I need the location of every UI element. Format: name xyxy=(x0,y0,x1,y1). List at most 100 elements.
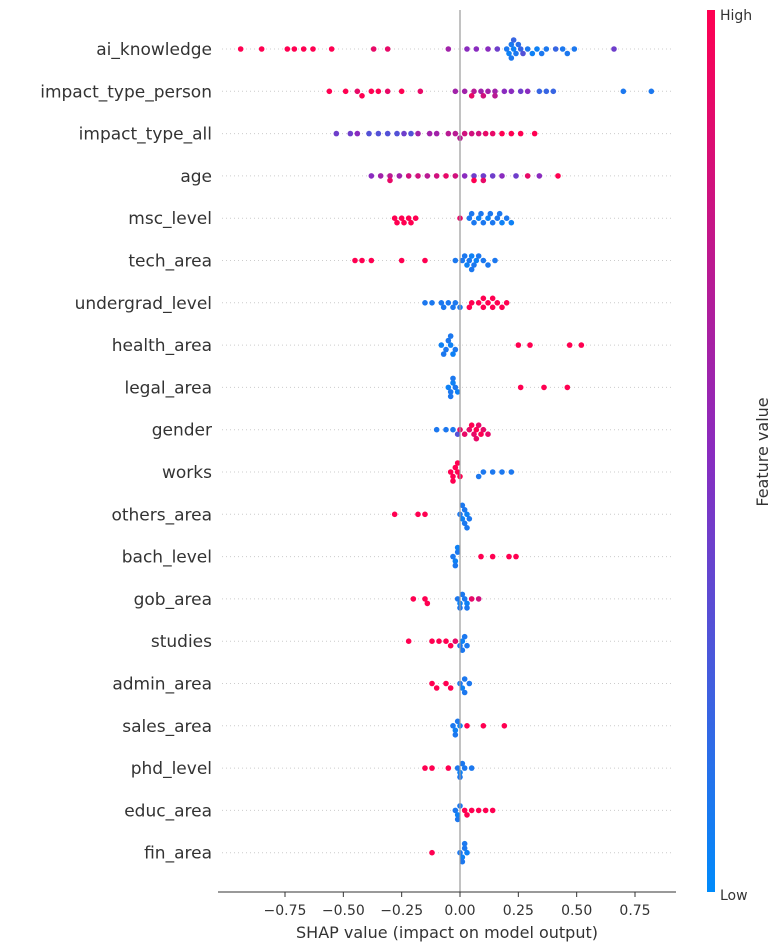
feature-label: bach_level xyxy=(122,548,212,568)
shap-point xyxy=(408,219,414,226)
shap-point xyxy=(543,88,550,95)
shap-point xyxy=(487,210,494,217)
shap-point xyxy=(398,88,405,95)
shap-point xyxy=(466,215,473,221)
shap-point xyxy=(433,130,440,137)
shap-point xyxy=(471,177,477,184)
shap-point xyxy=(464,642,470,649)
shap-point xyxy=(524,46,531,52)
shap-point xyxy=(408,130,414,137)
shap-point xyxy=(405,173,412,179)
feature-label: undergrad_level xyxy=(75,294,212,314)
shap-point xyxy=(494,215,501,221)
shap-point xyxy=(405,215,412,221)
shap-point xyxy=(450,478,456,484)
shap-point xyxy=(412,215,419,221)
shap-point xyxy=(459,760,466,767)
shap-point xyxy=(436,638,442,644)
feature-label: phd_level xyxy=(131,759,212,779)
shap-point xyxy=(473,257,480,264)
shap-point xyxy=(527,342,533,348)
shap-point xyxy=(534,46,540,52)
shap-point xyxy=(475,473,482,480)
shap-point xyxy=(450,351,456,357)
shap-point xyxy=(480,93,487,99)
shap-point xyxy=(513,553,519,560)
shap-point xyxy=(454,431,461,438)
shap-point xyxy=(454,389,461,395)
shap-point xyxy=(452,732,459,738)
shap-point xyxy=(443,680,449,687)
shap-point xyxy=(438,342,445,348)
shap-point xyxy=(475,807,482,814)
shap-point xyxy=(464,262,470,268)
shap-point xyxy=(478,88,484,95)
shap-point xyxy=(359,93,365,99)
shap-point xyxy=(494,300,501,306)
shap-point xyxy=(377,173,384,179)
shap-point xyxy=(492,93,498,99)
shap-point xyxy=(461,633,468,640)
shap-point xyxy=(471,173,477,179)
shap-point xyxy=(284,46,291,52)
shap-point xyxy=(475,300,482,306)
x-tick-label: 0.50 xyxy=(561,903,592,919)
shap-point xyxy=(454,544,461,551)
shap-point xyxy=(501,88,508,95)
shap-point xyxy=(552,46,559,52)
shap-point xyxy=(454,812,461,818)
shap-point xyxy=(384,130,391,137)
colorbar-title: Feature value xyxy=(753,397,771,506)
shap-point xyxy=(482,807,489,814)
shap-point xyxy=(433,426,440,433)
shap-point xyxy=(489,219,496,226)
shap-point xyxy=(480,257,487,264)
shap-point xyxy=(291,46,298,52)
shap-point xyxy=(454,549,461,555)
shap-point xyxy=(466,304,473,311)
shap-point xyxy=(499,219,505,226)
shap-point xyxy=(513,173,519,179)
shap-point xyxy=(459,685,466,691)
shap-point xyxy=(499,130,505,137)
shap-point xyxy=(473,46,480,52)
shap-point xyxy=(452,562,459,569)
shap-point xyxy=(550,88,557,95)
shap-point xyxy=(480,173,487,179)
shap-point xyxy=(494,46,501,52)
shap-point xyxy=(443,638,449,644)
x-ticks: −0.75 −0.50 −0.25 0.00 0.25 0.50 0.75 xyxy=(264,892,651,919)
shap-point xyxy=(452,257,459,264)
shap-point xyxy=(461,431,468,438)
shap-point xyxy=(422,257,428,264)
shap-point xyxy=(452,130,459,137)
shap-point xyxy=(391,511,398,518)
shap-point xyxy=(543,46,550,52)
shap-point xyxy=(515,342,522,348)
shap-point xyxy=(405,638,412,644)
shap-point xyxy=(422,300,428,306)
feature-label: impact_type_all xyxy=(79,125,212,145)
shap-point xyxy=(394,219,400,226)
shap-point xyxy=(464,511,470,518)
shap-point xyxy=(468,130,475,137)
shap-point xyxy=(424,600,431,607)
shap-point xyxy=(461,173,468,179)
shap-point xyxy=(478,210,484,217)
shap-point xyxy=(452,638,459,644)
shap-point xyxy=(450,375,456,382)
shap-point xyxy=(359,257,365,264)
shap-point xyxy=(480,723,487,729)
shap-point xyxy=(489,304,496,311)
shap-point xyxy=(473,426,480,433)
shap-point xyxy=(461,845,468,851)
shap-point xyxy=(440,351,447,357)
shap-point xyxy=(510,37,517,43)
shap-point xyxy=(333,130,340,137)
shap-point xyxy=(468,422,475,429)
shap-point xyxy=(461,689,468,696)
shap-point xyxy=(536,173,543,179)
shap-point xyxy=(445,765,452,771)
shap-point xyxy=(489,553,496,560)
